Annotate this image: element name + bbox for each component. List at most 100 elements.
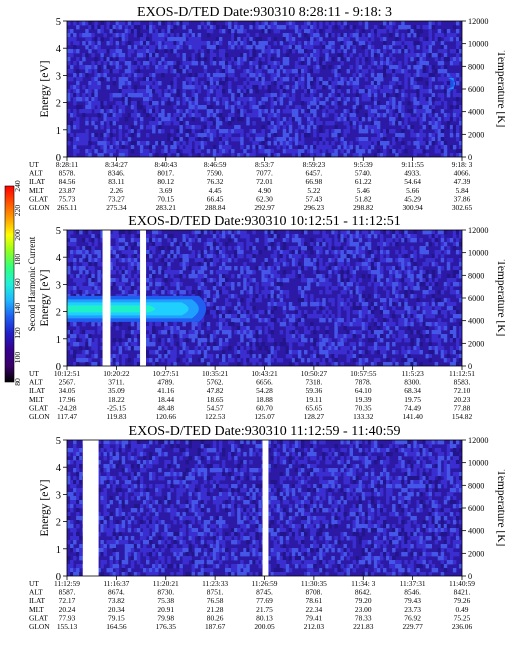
- heatmap-cell: [194, 41, 199, 46]
- heatmap-cell: [373, 270, 378, 275]
- heatmap-cell: [218, 322, 223, 327]
- heatmap-cell: [373, 117, 378, 122]
- heatmap-cell: [91, 61, 95, 66]
- heatmap-cell: [367, 117, 372, 122]
- heatmap-cell: [358, 73, 363, 78]
- heatmap-cell: [407, 33, 411, 38]
- heatmap-cell: [191, 326, 196, 331]
- heatmap-cell: [197, 41, 202, 46]
- heatmap-cell: [431, 350, 436, 355]
- heatmap-cell: [401, 113, 405, 118]
- heatmap-cell: [334, 362, 338, 366]
- heatmap-cell: [270, 73, 275, 78]
- heatmap-cell: [158, 45, 162, 50]
- heatmap-cell: [267, 266, 271, 271]
- heatmap-cell: [370, 350, 375, 355]
- heatmap-cell: [337, 310, 341, 315]
- heatmap-cell: [285, 234, 290, 239]
- heatmap-cell: [425, 354, 429, 359]
- heatmap-cell: [319, 282, 323, 287]
- heatmap-cell: [337, 342, 341, 347]
- heatmap-cell: [437, 53, 442, 58]
- table-cell: 18.65: [207, 395, 224, 404]
- heatmap-cell: [401, 334, 405, 339]
- heatmap-cell: [270, 270, 275, 275]
- heatmap-cell: [307, 77, 311, 82]
- heatmap-cell: [136, 141, 141, 146]
- heatmap-cell: [243, 149, 247, 154]
- heatmap-cell: [182, 97, 186, 102]
- heatmap-cell: [243, 310, 247, 315]
- heatmap-cell: [103, 65, 107, 70]
- heatmap-cell: [370, 109, 375, 114]
- heatmap-cell: [94, 73, 98, 78]
- table-cell: 8:46:59: [204, 160, 227, 169]
- heatmap-cell: [440, 310, 445, 315]
- heatmap-cell: [367, 65, 372, 70]
- heatmap-cell: [458, 242, 462, 247]
- heatmap-cell: [124, 117, 129, 122]
- heatmap-cell: [115, 326, 120, 331]
- heatmap-cell: [243, 278, 247, 283]
- heatmap-cell: [355, 322, 360, 327]
- heatmap-cell: [155, 153, 159, 157]
- y2-tick-label: 6000: [468, 294, 484, 303]
- heatmap-cell: [221, 234, 226, 239]
- heatmap-cell: [164, 149, 168, 154]
- heatmap-cell: [279, 101, 284, 106]
- heatmap-cell: [133, 342, 138, 347]
- heatmap-cell: [127, 81, 132, 86]
- heatmap-cell: [358, 121, 363, 126]
- heatmap-cell: [203, 129, 208, 134]
- heatmap-cell: [367, 266, 372, 271]
- heatmap-cell: [182, 258, 186, 263]
- heatmap-cell: [291, 77, 296, 82]
- heatmap-cell: [167, 330, 171, 335]
- heatmap-cell: [70, 524, 74, 529]
- heatmap-cell: [376, 149, 381, 154]
- heatmap-cell: [203, 294, 208, 299]
- y2-tick-label: 8000: [468, 271, 484, 280]
- heatmap-cell: [194, 93, 199, 98]
- heatmap-cell: [276, 61, 281, 66]
- heatmap-cell: [458, 262, 462, 267]
- heatmap-cell: [279, 85, 284, 90]
- heatmap-cell: [383, 230, 387, 235]
- heatmap-cell: [404, 41, 408, 46]
- heatmap-cell: [346, 278, 350, 283]
- heatmap-cell: [297, 45, 302, 50]
- heatmap-cell: [449, 117, 454, 122]
- heatmap-cell: [310, 314, 314, 319]
- heatmap-cell: [176, 358, 180, 363]
- heatmap-cell: [218, 338, 223, 343]
- y2-axis-label: Temperature [K]: [495, 260, 505, 337]
- heatmap-cell: [246, 238, 250, 243]
- heatmap-cell: [434, 37, 439, 42]
- heatmap-cell: [316, 105, 320, 110]
- y-tick-label: 0: [56, 153, 61, 164]
- heatmap-cell: [431, 109, 436, 114]
- heatmap-cell: [146, 93, 150, 98]
- heatmap-cell: [218, 89, 223, 94]
- heatmap-cell: [300, 85, 305, 90]
- heatmap-cell: [91, 278, 95, 283]
- heatmap-cell: [255, 145, 259, 150]
- heatmap-cell: [434, 113, 439, 118]
- heatmap-cell: [416, 41, 420, 46]
- heatmap-cell: [294, 254, 299, 259]
- heatmap-cell: [300, 230, 305, 235]
- heatmap-cell: [191, 338, 196, 343]
- heatmap-cell: [100, 73, 104, 78]
- heatmap-cell: [310, 93, 314, 98]
- heatmap-cell: [79, 65, 83, 70]
- heatmap-cell: [261, 81, 265, 86]
- heatmap-cell: [79, 258, 83, 263]
- heatmap-cell: [228, 65, 232, 70]
- heatmap-cell: [146, 61, 150, 66]
- heatmap-cell: [97, 278, 101, 283]
- heatmap-cell: [133, 117, 138, 122]
- heatmap-cell: [188, 274, 192, 279]
- heatmap-cell: [225, 290, 229, 295]
- heatmap-cell: [343, 326, 347, 331]
- heatmap-cell: [367, 89, 372, 94]
